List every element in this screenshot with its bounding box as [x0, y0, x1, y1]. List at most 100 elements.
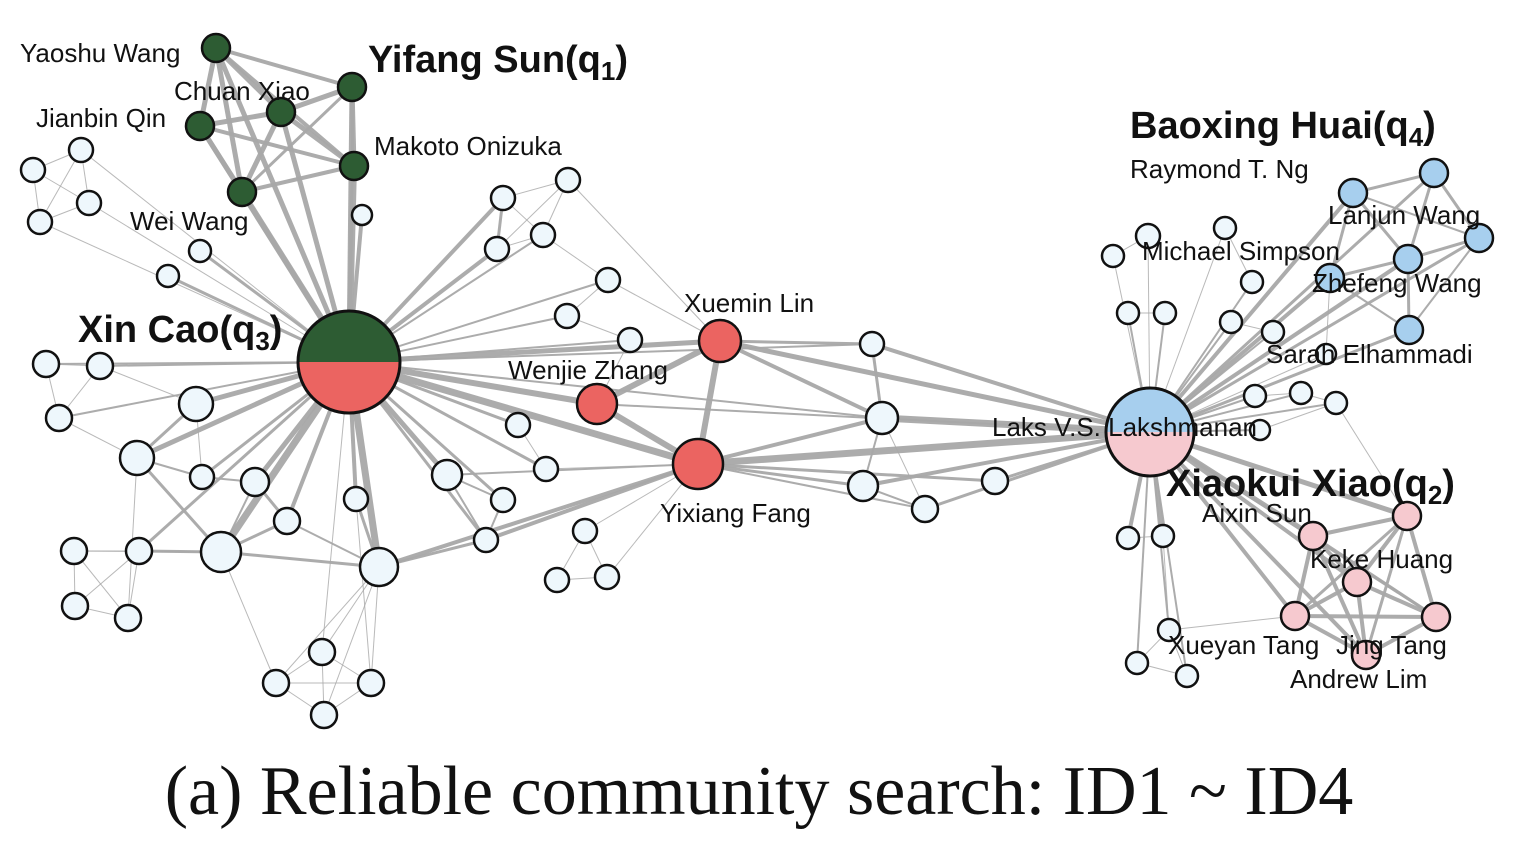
graph-edge: [199, 124, 355, 168]
graph-node: [26, 208, 54, 236]
label-wei-wang: Wei Wang: [130, 206, 249, 236]
node-circle: [124, 536, 154, 566]
graph-node: [1152, 300, 1178, 326]
node-circle: [1420, 601, 1452, 633]
graph-edge: [719, 339, 873, 346]
graph-node: [44, 403, 74, 433]
graph-node: [1104, 386, 1196, 478]
graph-node: [489, 184, 517, 212]
graph-node: [1174, 663, 1200, 689]
graph-node: [59, 536, 89, 566]
node-circle: [1239, 269, 1265, 295]
label-yifang-sun: Yifang Sun(q1): [368, 39, 628, 86]
node-circle: [272, 506, 302, 536]
graph-node: [1239, 269, 1265, 295]
node-circle: [200, 32, 232, 64]
graph-node: [980, 466, 1010, 496]
node-circle: [1297, 520, 1329, 552]
node-circle: [67, 136, 95, 164]
graph-edge: [1148, 191, 1355, 434]
graph-node: [272, 506, 302, 536]
graph-node: [1134, 222, 1162, 250]
graph-edge: [215, 46, 353, 89]
graph-edge: [355, 498, 372, 684]
node-circle: [19, 156, 47, 184]
node-circle: [1152, 300, 1178, 326]
graph-node: [864, 400, 900, 436]
graph-edge: [1148, 171, 1436, 434]
graph-edge: [1168, 615, 1296, 631]
graph-node: [336, 71, 368, 103]
graph-node: [430, 458, 464, 492]
graph-node: [188, 463, 216, 491]
node-circle: [1350, 639, 1382, 671]
node-circle: [1391, 500, 1423, 532]
graph-edge: [1148, 257, 1410, 434]
graph-node: [575, 382, 619, 426]
graph-node: [1242, 383, 1268, 409]
graph-node: [1314, 342, 1338, 366]
graph-edge: [1364, 515, 1409, 656]
community-graph: Yifang Sun(q1) Xin Cao(q3) Baoxing Huai(…: [19, 32, 1495, 730]
node-circle: [60, 591, 90, 621]
node-circle: [1212, 215, 1238, 241]
node-outline: [1104, 386, 1196, 478]
graph-node: [529, 221, 557, 249]
graph-node: [358, 546, 400, 588]
node-circle: [265, 96, 297, 128]
label-andrew-lim: Andrew Lim: [1290, 664, 1427, 694]
label-jianbin-qin: Jianbin Qin: [36, 103, 166, 133]
node-circle: [187, 238, 213, 264]
graph-edges: [32, 46, 1481, 716]
node-circle: [188, 463, 216, 491]
label-laks-lakshmanan: Laks V.S. Lakshmanan: [992, 412, 1257, 442]
label-xuemin-lin: Xuemin Lin: [684, 288, 814, 318]
graph-node: [594, 266, 622, 294]
graph-node: [1337, 177, 1369, 209]
graph-node: [1393, 314, 1425, 346]
graph-node: [1156, 617, 1182, 643]
graph-node: [554, 166, 582, 194]
graph-node: [200, 32, 232, 64]
graph-node: [338, 150, 370, 182]
node-circle: [616, 326, 644, 354]
graph-node: [1218, 309, 1244, 335]
graph-node: [858, 330, 886, 358]
graph-edge: [1312, 534, 1437, 619]
graph-node: [350, 203, 374, 227]
graph-node: [671, 437, 725, 491]
node-circle: [1156, 617, 1182, 643]
node-circle: [1134, 222, 1162, 250]
node-circle: [59, 536, 89, 566]
graph-edge: [127, 457, 138, 619]
graph-node: [1341, 566, 1373, 598]
graph-node: [239, 466, 271, 498]
node-circle: [26, 208, 54, 236]
graph-edge: [348, 343, 873, 363]
graph-edge: [80, 149, 350, 363]
node-circle: [1115, 525, 1141, 551]
graph-edge: [567, 179, 721, 342]
node-bottom-half: [298, 362, 400, 413]
node-circle: [309, 700, 339, 730]
figure-caption: (a) Reliable community search: ID1 ~ ID4: [164, 753, 1354, 830]
node-circle: [594, 266, 622, 294]
node-circle: [44, 403, 74, 433]
graph-edge: [697, 462, 996, 483]
graph-node: [1392, 243, 1424, 275]
node-circle: [1248, 418, 1272, 442]
node-circle: [553, 302, 581, 330]
graph-edge: [697, 463, 926, 510]
graph-node: [1418, 157, 1450, 189]
graph-node: [1350, 639, 1382, 671]
label-yixiang-fang: Yixiang Fang: [660, 498, 811, 528]
graph-node: [1115, 300, 1141, 326]
graph-node: [118, 439, 156, 477]
graph-node: [296, 309, 402, 415]
node-circle: [1337, 177, 1369, 209]
graph-node: [85, 351, 115, 381]
graph-edge: [1311, 535, 1368, 656]
graph-node: [483, 235, 511, 263]
graph-edge: [213, 47, 352, 363]
graph-edge: [220, 550, 380, 569]
